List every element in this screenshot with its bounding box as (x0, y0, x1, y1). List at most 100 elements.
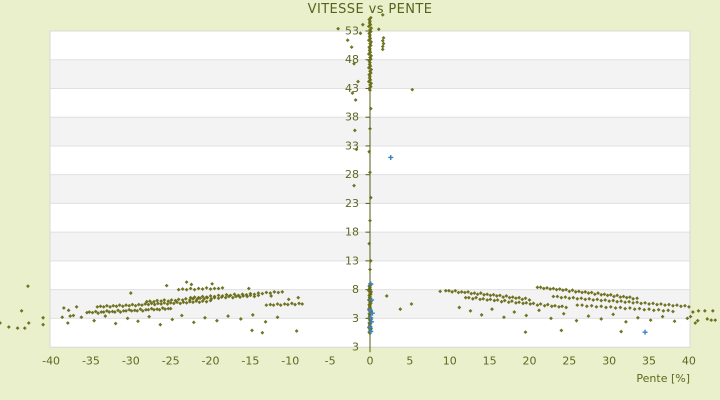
data-point (223, 295, 228, 300)
data-point (26, 284, 30, 289)
data-point (367, 72, 372, 77)
data-point (367, 31, 372, 36)
x-tick-label: 30 (602, 355, 616, 368)
y-tick-label: 48 (345, 53, 359, 66)
data-point (95, 304, 100, 309)
data-point (368, 41, 372, 46)
data-point (369, 81, 374, 86)
data-point (621, 294, 626, 299)
data-point (478, 297, 482, 302)
data-point (524, 313, 529, 318)
data-point (184, 287, 189, 292)
data-point (368, 57, 373, 62)
data-point (479, 313, 484, 317)
data-point (232, 292, 237, 297)
data-point (198, 296, 203, 301)
data-point (623, 306, 628, 311)
data-point (575, 296, 580, 301)
x-tick-label: 10 (443, 355, 457, 368)
data-point (576, 289, 581, 294)
data-point (438, 289, 443, 294)
data-point (523, 296, 528, 301)
y-bottom-edge-label: 3 (352, 341, 359, 354)
data-point (155, 307, 160, 312)
data-point (168, 300, 173, 305)
data-point (112, 310, 117, 314)
data-point (118, 310, 123, 314)
data-point (594, 304, 599, 309)
data-point (482, 292, 486, 297)
data-point (510, 295, 515, 299)
data-point (189, 282, 194, 287)
data-point (368, 15, 373, 20)
data-point (0, 321, 2, 325)
data-point (367, 302, 372, 307)
data-point (173, 298, 178, 303)
data-point (478, 291, 483, 295)
data-point (286, 297, 291, 302)
data-point (623, 300, 628, 305)
data-point (468, 308, 473, 313)
data-point (474, 295, 478, 300)
data-point (672, 319, 677, 324)
data-point (586, 291, 591, 295)
data-point (236, 293, 241, 298)
y-tick-label: 13 (345, 254, 359, 267)
data-point (459, 290, 464, 294)
data-point (599, 298, 604, 303)
data-point (498, 293, 502, 298)
data-point (250, 313, 255, 317)
data-point (245, 294, 250, 299)
data-point (507, 295, 512, 300)
data-point (368, 258, 373, 263)
data-point (409, 302, 414, 306)
data-point (345, 38, 350, 43)
data-point (127, 303, 132, 308)
data-point (162, 300, 167, 305)
data-point (289, 301, 294, 306)
data-point (180, 298, 185, 302)
data-point (188, 295, 193, 300)
data-point (108, 304, 112, 309)
data-point (354, 147, 359, 152)
data-point (204, 299, 209, 304)
data-point (204, 286, 209, 290)
data-point (599, 292, 604, 297)
data-point (369, 297, 375, 303)
data-point (228, 293, 233, 298)
data-point (583, 290, 588, 294)
x-tick-label: 40 (682, 355, 696, 368)
data-point (147, 314, 152, 319)
data-point (125, 316, 130, 321)
data-point (184, 300, 189, 305)
data-point (560, 304, 565, 309)
data-point (220, 294, 225, 298)
data-point (537, 308, 541, 313)
data-point (579, 296, 584, 301)
data-point (604, 305, 608, 310)
data-point (557, 304, 561, 309)
data-point (462, 290, 467, 295)
data-point (521, 301, 525, 306)
data-point (608, 304, 613, 309)
data-point (457, 305, 462, 310)
data-point (368, 315, 374, 321)
data-point (587, 296, 592, 301)
data-point (204, 295, 209, 299)
data-point (113, 321, 118, 326)
data-point (158, 322, 163, 327)
data-point (269, 294, 274, 298)
data-point (628, 306, 632, 310)
data-point (135, 308, 140, 313)
data-point (517, 300, 521, 305)
data-point (215, 318, 219, 323)
data-point (66, 308, 71, 313)
data-point (6, 325, 11, 329)
data-point (169, 298, 174, 302)
data-point (368, 303, 372, 308)
data-point (192, 295, 197, 299)
data-point (124, 308, 128, 313)
data-point (504, 294, 509, 298)
data-point (278, 303, 283, 308)
data-point (368, 322, 372, 327)
